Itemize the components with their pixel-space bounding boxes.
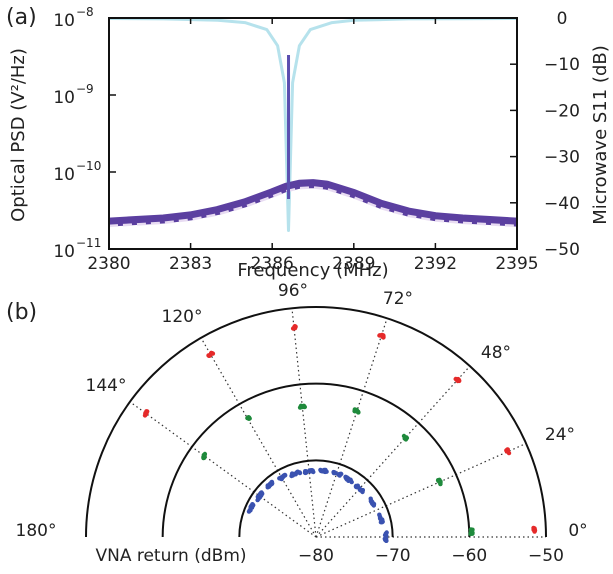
r-axis-label: VNA return (dBm) (95, 546, 246, 566)
polar-point (265, 479, 275, 490)
y-tick-exponent: −9 (76, 82, 94, 96)
polar-point (290, 324, 298, 331)
polar-point (246, 502, 256, 514)
y-tick-label: 10 (53, 165, 75, 185)
panel-a-chart: 2380 2383 2386 2389 2392 239510−1110−1010−910… (8, 5, 611, 281)
x-axis-label: Frequency (MHz) (237, 260, 388, 281)
polar-point (201, 451, 208, 461)
polar-point (531, 525, 538, 534)
y-tick-exponent: −8 (76, 5, 94, 19)
angle-tick-label: 72° (383, 289, 413, 309)
x-tick-label: 2380 (87, 254, 130, 274)
polar-point (331, 469, 344, 478)
polar-point (453, 376, 462, 384)
angle-tick-label: 96° (278, 281, 308, 301)
polar-point (245, 415, 252, 421)
panel-b-polar-chart: 180° 144° 120° 96° 72° 48° 24° 0° −80 −70 −60 −50 V… (16, 281, 588, 566)
polar-point (435, 477, 443, 487)
y2-tick-label: −20 (544, 101, 580, 121)
polar-point (277, 472, 288, 482)
angle-tick-label: 0° (568, 521, 587, 541)
angle-ray (291, 308, 317, 538)
y-axis-label: Optical PSD (V²/Hz) (8, 48, 29, 222)
polar-point (206, 350, 216, 358)
r-tick-label: −70 (375, 546, 411, 566)
angle-tick-label: 24° (545, 425, 575, 445)
angle-ray (315, 318, 388, 538)
x-tick-label: 2383 (169, 254, 212, 274)
y2-tick-label: −50 (544, 240, 580, 260)
polar-point (504, 447, 512, 456)
angle-tick-label: 48° (481, 343, 511, 363)
polar-point (142, 409, 150, 418)
panel-a-label: (a) (6, 5, 37, 30)
y-tick-label: 10 (53, 242, 75, 262)
series-optical-psd-fit (109, 186, 517, 228)
plot-frame (108, 17, 518, 250)
polar-point (382, 530, 389, 543)
radial-ring (238, 459, 394, 538)
polar-point (302, 468, 316, 476)
r-tick-label: −50 (528, 546, 564, 566)
radial-ring (161, 382, 471, 538)
polar-point (343, 474, 354, 485)
x-tick-label: 2392 (414, 254, 457, 274)
polar-point (377, 512, 385, 525)
polar-point (401, 433, 410, 442)
angle-tick-label: 120° (162, 307, 203, 327)
polar-point (297, 403, 307, 410)
polar-point (377, 332, 386, 340)
polar-point (352, 407, 361, 415)
y2-axis-label: Microwave S11 (dB) (590, 45, 611, 225)
y-tick-label: 10 (53, 88, 75, 108)
polar-point (468, 527, 475, 537)
y-tick-label: 10 (53, 11, 75, 31)
polar-point (368, 496, 377, 508)
y2-tick-label: −40 (544, 194, 580, 214)
y2-tick-label: −30 (544, 148, 580, 168)
y-tick-exponent: −10 (76, 159, 101, 173)
x-tick-label: 2395 (495, 254, 538, 274)
angle-tick-label: 180° (16, 521, 57, 541)
series-optical-psd-measured (109, 179, 517, 227)
angle-tick-label: 144° (86, 376, 127, 396)
x-tick-label: 2389 (332, 254, 375, 274)
polar-point (289, 469, 303, 479)
polar-point (353, 483, 365, 495)
x-tick-label: 2386 (251, 254, 294, 274)
panel-b-label: (b) (6, 300, 37, 325)
polar-point (318, 467, 329, 475)
polar-point (255, 490, 265, 503)
series-microwave-s11 (109, 18, 517, 232)
angle-ray (129, 401, 317, 538)
r-tick-label: −80 (298, 546, 334, 566)
radial-ring (85, 306, 547, 538)
angle-ray (315, 442, 527, 538)
angle-ray (200, 337, 317, 538)
angle-ray (315, 365, 471, 538)
y2-tick-label: 0 (557, 9, 568, 29)
y-tick-exponent: −11 (76, 236, 101, 250)
y2-tick-label: −10 (544, 55, 580, 75)
r-tick-label: −60 (451, 546, 487, 566)
